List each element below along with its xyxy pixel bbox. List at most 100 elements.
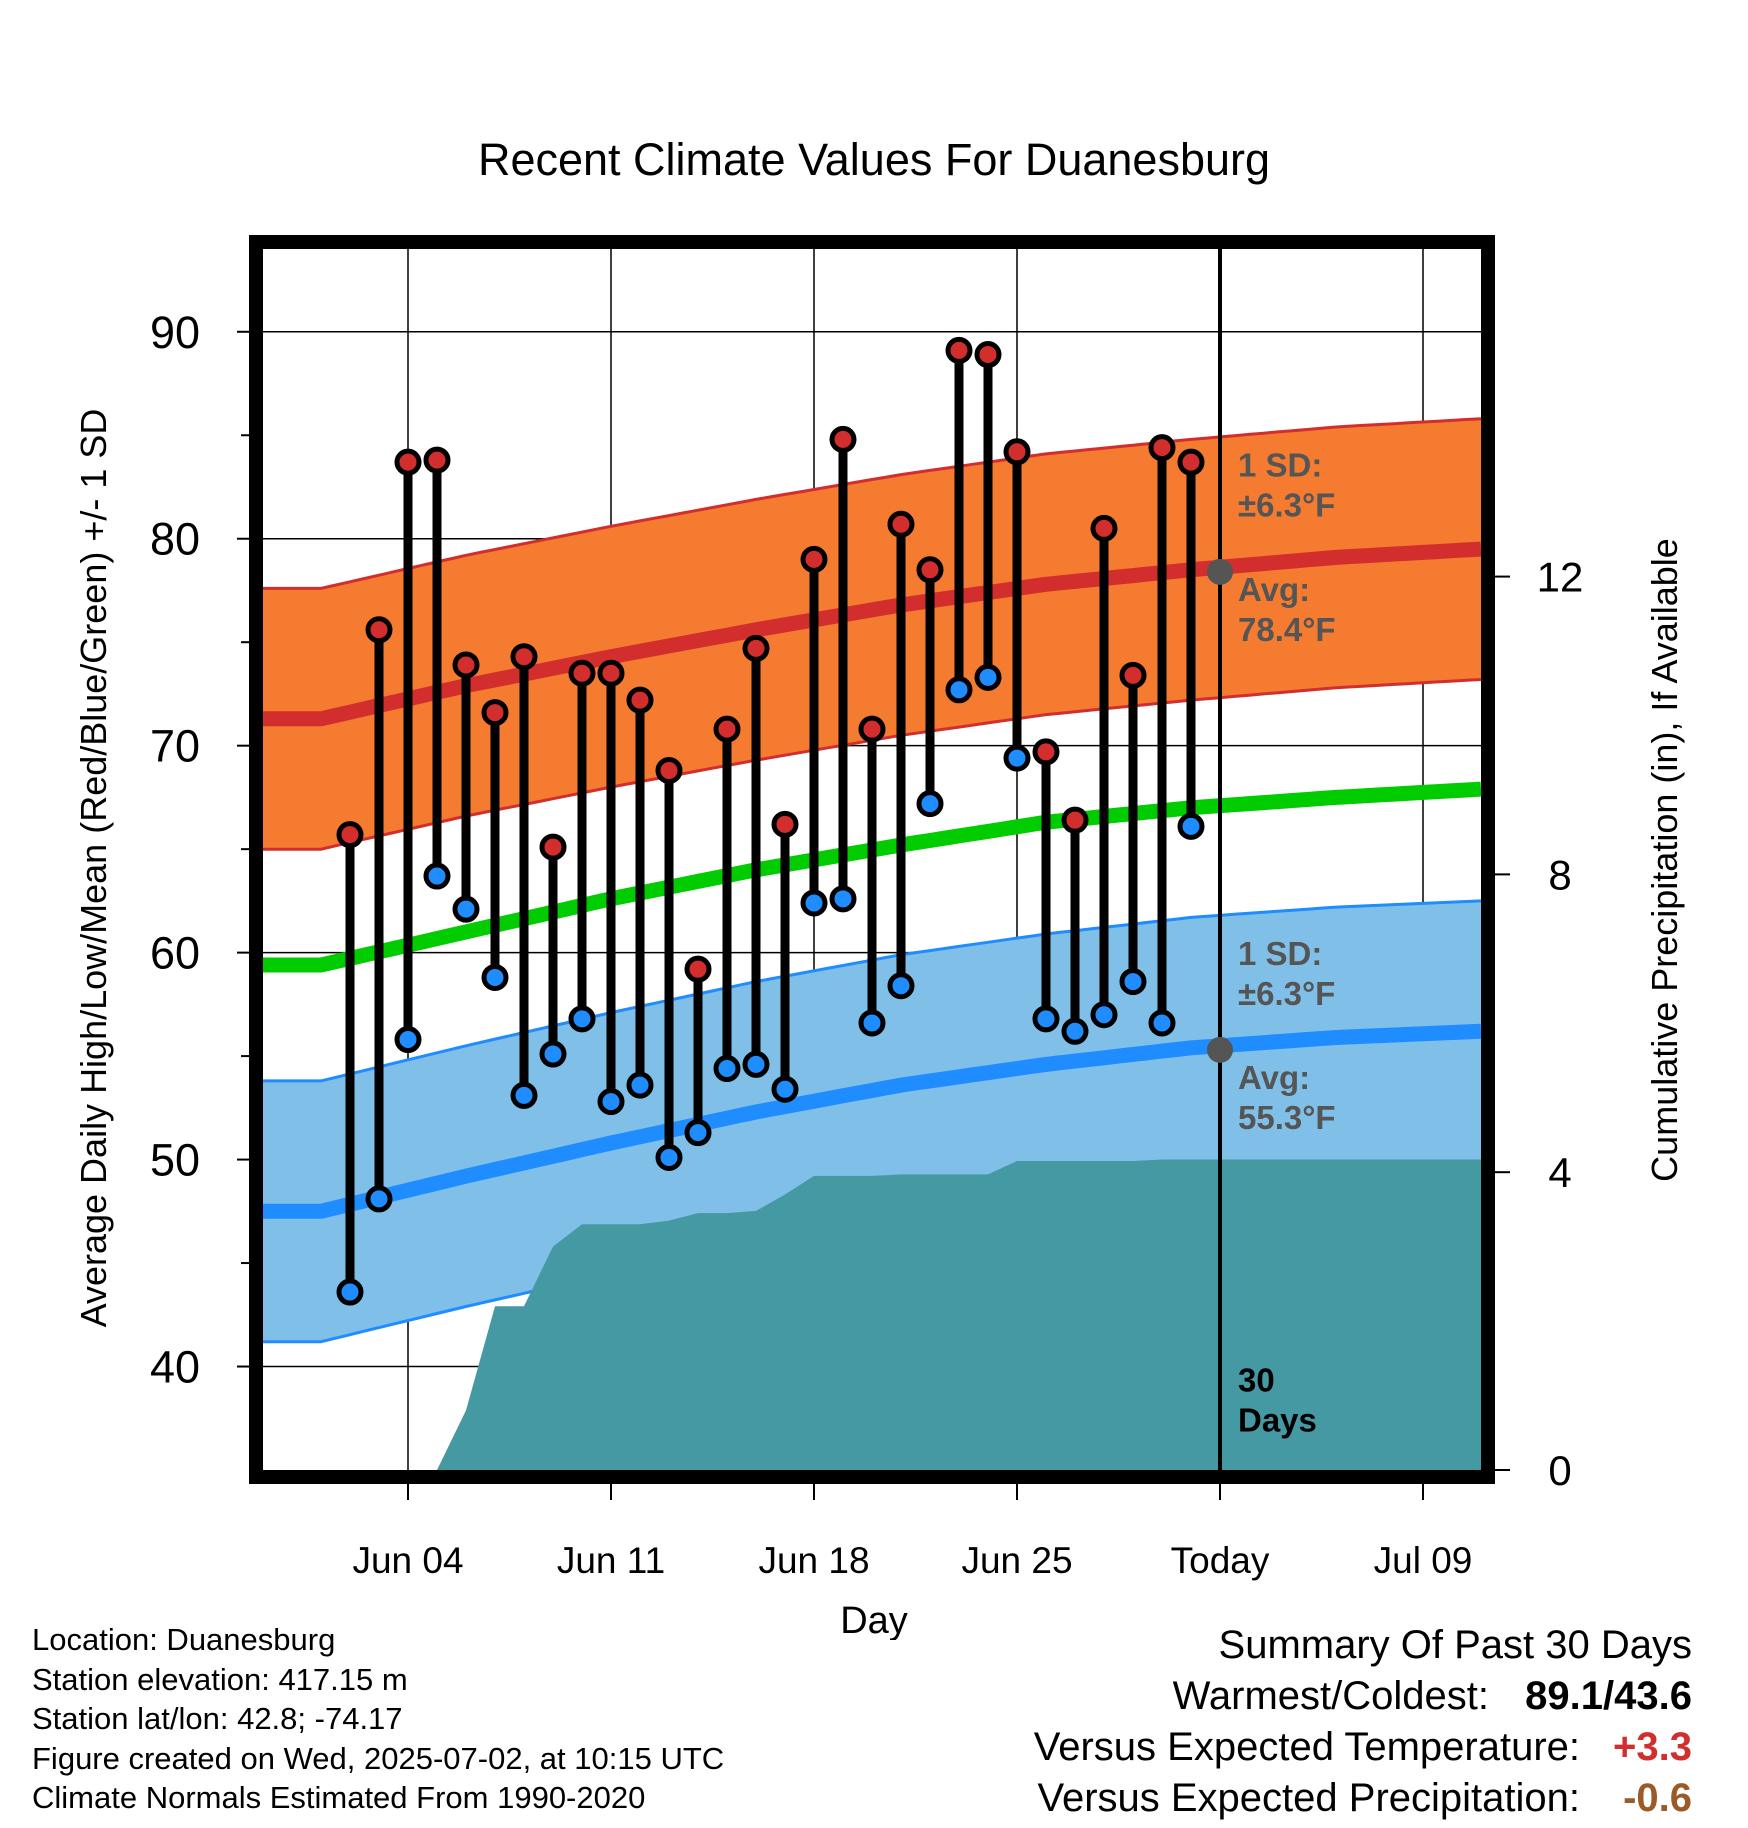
days-label: 30 (1238, 1361, 1275, 1398)
y-axis-label-left: Average Daily High/Low/Mean (Red/Blue/Gr… (73, 409, 114, 1328)
precip-label: Versus Expected Precipitation: (1037, 1776, 1580, 1820)
y-tick-label-left: 70 (150, 721, 200, 772)
precipitation-fill (350, 1159, 1481, 1470)
high-point (1090, 514, 1118, 542)
high-point (887, 510, 915, 538)
today-low-avg-dot (1207, 1036, 1233, 1063)
today-high-avg-dot (1207, 558, 1233, 585)
plot-border (249, 235, 1495, 1484)
created-text: Figure created on Wed, 2025-07-02, at 10… (32, 1740, 725, 1776)
high-point (771, 810, 799, 838)
low-point (916, 790, 944, 818)
high-point (481, 699, 509, 727)
low-point (1061, 1017, 1089, 1045)
low-point (539, 1040, 567, 1068)
normals-text: Climate Normals Estimated From 1990-2020 (32, 1780, 646, 1815)
y-tick-label-left: 50 (150, 1135, 200, 1186)
high-sd-label: 1 SD: (1238, 447, 1322, 484)
y-tick-label-right: 4 (1548, 1149, 1571, 1196)
low-point (974, 663, 1002, 691)
low-avg-label: Avg: (1238, 1059, 1310, 1096)
high-band (263, 418, 1481, 850)
summary-warm-cold: Warmest/Coldest: 89.1/43.6 (1034, 1671, 1692, 1722)
y-tick-label-left: 90 (150, 307, 200, 358)
x-tick-label: Jun 11 (557, 1540, 665, 1581)
location-text: Location: Duanesburg (32, 1622, 336, 1657)
high-point (626, 686, 654, 714)
low-point (1090, 1001, 1118, 1029)
plot-frame (249, 235, 1495, 1484)
x-tick-label: Jun 18 (758, 1540, 869, 1581)
high-point (452, 651, 480, 679)
low-point (510, 1081, 538, 1109)
high-point (423, 446, 451, 474)
y-axis-label-right: Cumulative Precipitation (in), If Availa… (1644, 538, 1685, 1182)
y-tick-label-left: 40 (150, 1342, 200, 1393)
latlon-text: Station lat/lon: 42.8; -74.17 (32, 1701, 403, 1736)
low-point (481, 963, 509, 991)
high-point (655, 757, 683, 785)
low-point (829, 885, 857, 913)
chart-title: Recent Climate Values For Duanesburg (478, 134, 1270, 185)
high-point (568, 659, 596, 687)
station-info: Location: Duanesburg Station elevation: … (32, 1620, 724, 1818)
low-point (713, 1055, 741, 1083)
low-avg-label: 55.3°F (1238, 1099, 1336, 1136)
high-point (539, 833, 567, 861)
low-point (423, 862, 451, 890)
high-point (713, 715, 741, 743)
high-point (365, 616, 393, 644)
low-point (655, 1144, 683, 1172)
summary-temp: Versus Expected Temperature: +3.3 (1034, 1722, 1692, 1773)
high-point (510, 643, 538, 671)
low-normal-line (263, 1023, 1481, 1219)
y-tick-label-right: 12 (1537, 554, 1584, 601)
high-point (742, 634, 770, 662)
low-point (800, 889, 828, 917)
high-point (800, 545, 828, 573)
high-point (1119, 661, 1147, 689)
low-point (568, 1005, 596, 1033)
warm-cold-value: 89.1/43.6 (1525, 1674, 1692, 1718)
low-point (1148, 1009, 1176, 1037)
x-tick-label: Jun 04 (352, 1540, 463, 1581)
summary-precip: Versus Expected Precipitation: -0.6 (1034, 1773, 1692, 1824)
y-tick-label-left: 60 (150, 928, 200, 979)
high-band-upper (263, 417, 1481, 590)
high-point (858, 715, 886, 743)
high-point (974, 341, 1002, 369)
low-point (1177, 812, 1205, 840)
low-point (336, 1278, 364, 1306)
summary-heading: Summary Of Past 30 Days (1218, 1623, 1692, 1667)
x-axis-label: Day (840, 1600, 908, 1640)
low-point (1032, 1005, 1060, 1033)
high-point (597, 659, 625, 687)
low-band (263, 900, 1481, 1342)
low-point (597, 1088, 625, 1116)
high-point (1148, 434, 1176, 462)
warm-cold-label: Warmest/Coldest: (1172, 1674, 1489, 1718)
high-avg-label: 78.4°F (1238, 611, 1336, 648)
x-tick-label: Jun 25 (961, 1540, 1072, 1581)
low-point (771, 1075, 799, 1103)
high-point (1177, 448, 1205, 476)
low-point (1003, 744, 1031, 772)
summary-panel: Summary Of Past 30 Days Warmest/Coldest:… (1034, 1620, 1692, 1824)
high-avg-label: Avg: (1238, 571, 1310, 608)
low-point (742, 1050, 770, 1078)
days-label: Days (1238, 1401, 1317, 1438)
high-point (916, 556, 944, 584)
x-tick-label: Today (1171, 1540, 1270, 1581)
low-point (626, 1071, 654, 1099)
climate-chart: Recent Climate Values For Duanesburg 1 S… (73, 134, 1685, 1640)
temp-value: +3.3 (1613, 1725, 1692, 1769)
precipitation-area (350, 1159, 1481, 1470)
low-point (684, 1119, 712, 1147)
high-point (945, 336, 973, 364)
daily-stems (336, 336, 1205, 1306)
high-point (1032, 738, 1060, 766)
high-point (394, 448, 422, 476)
high-sd-label: ±6.3°F (1238, 487, 1335, 524)
low-point (394, 1026, 422, 1054)
